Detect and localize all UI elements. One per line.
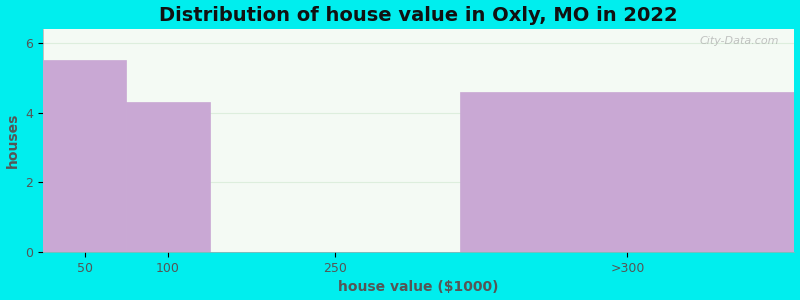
Bar	[43, 60, 126, 252]
X-axis label: house value ($1000): house value ($1000)	[338, 280, 499, 294]
Bar	[126, 102, 210, 252]
Text: City-Data.com: City-Data.com	[700, 36, 779, 46]
Y-axis label: houses: houses	[6, 113, 19, 168]
Bar	[460, 92, 794, 252]
Title: Distribution of house value in Oxly, MO in 2022: Distribution of house value in Oxly, MO …	[159, 6, 678, 25]
